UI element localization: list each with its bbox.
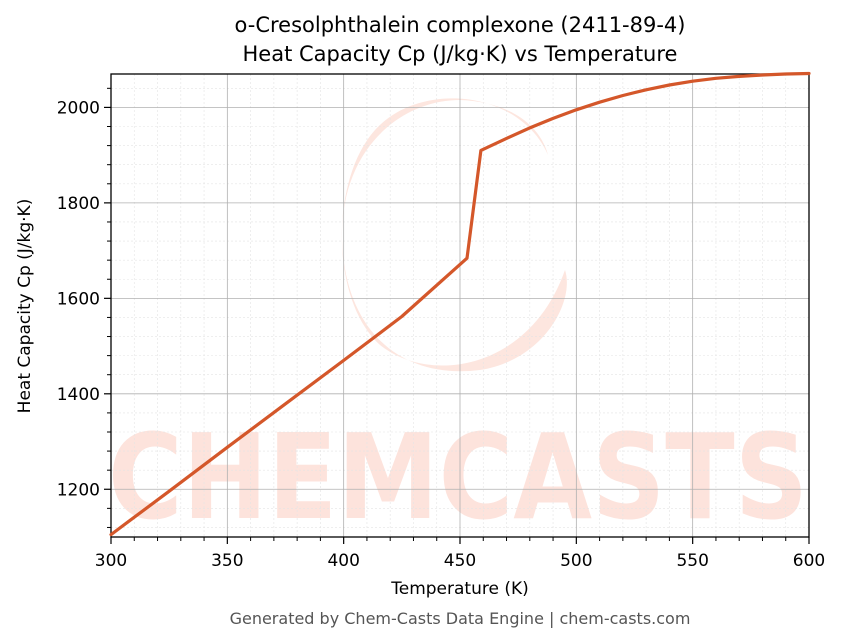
watermark-text: CHEMCASTS	[108, 408, 808, 546]
x-tick-label: 600	[793, 551, 825, 571]
footer-credit: Generated by Chem-Casts Data Engine | ch…	[230, 609, 691, 628]
x-tick-label: 300	[95, 551, 127, 571]
series-layer	[109, 71, 811, 537]
x-tick-label: 500	[560, 551, 592, 571]
y-tick-label: 1800	[57, 194, 100, 214]
y-axis-ticks: 1200 1400 1600 1800 2000	[57, 87, 111, 528]
x-tick-label: 550	[676, 551, 708, 571]
x-tick-label: 350	[211, 551, 243, 571]
x-tick-label: 450	[444, 551, 476, 571]
y-tick-label: 1600	[57, 289, 100, 309]
x-axis-ticks: 300 350 400 450 500 550 600	[95, 537, 825, 571]
series-line	[109, 71, 811, 537]
y-tick-label: 1400	[57, 385, 100, 405]
x-axis-label: Temperature (K)	[390, 579, 529, 599]
x-tick-label: 400	[327, 551, 359, 571]
y-tick-label: 2000	[57, 98, 100, 118]
y-tick-label: 1200	[57, 480, 100, 500]
watermark-logo: CHEMCASTS	[108, 98, 808, 546]
watermark-swirl	[341, 98, 567, 372]
chart-title: o-Cresolphthalein complexone (2411-89-4)	[235, 13, 686, 37]
chart-subtitle: Heat Capacity Cp (J/kg·K) vs Temperature	[243, 42, 678, 66]
y-axis-label: Heat Capacity Cp (J/kg·K)	[15, 199, 35, 414]
